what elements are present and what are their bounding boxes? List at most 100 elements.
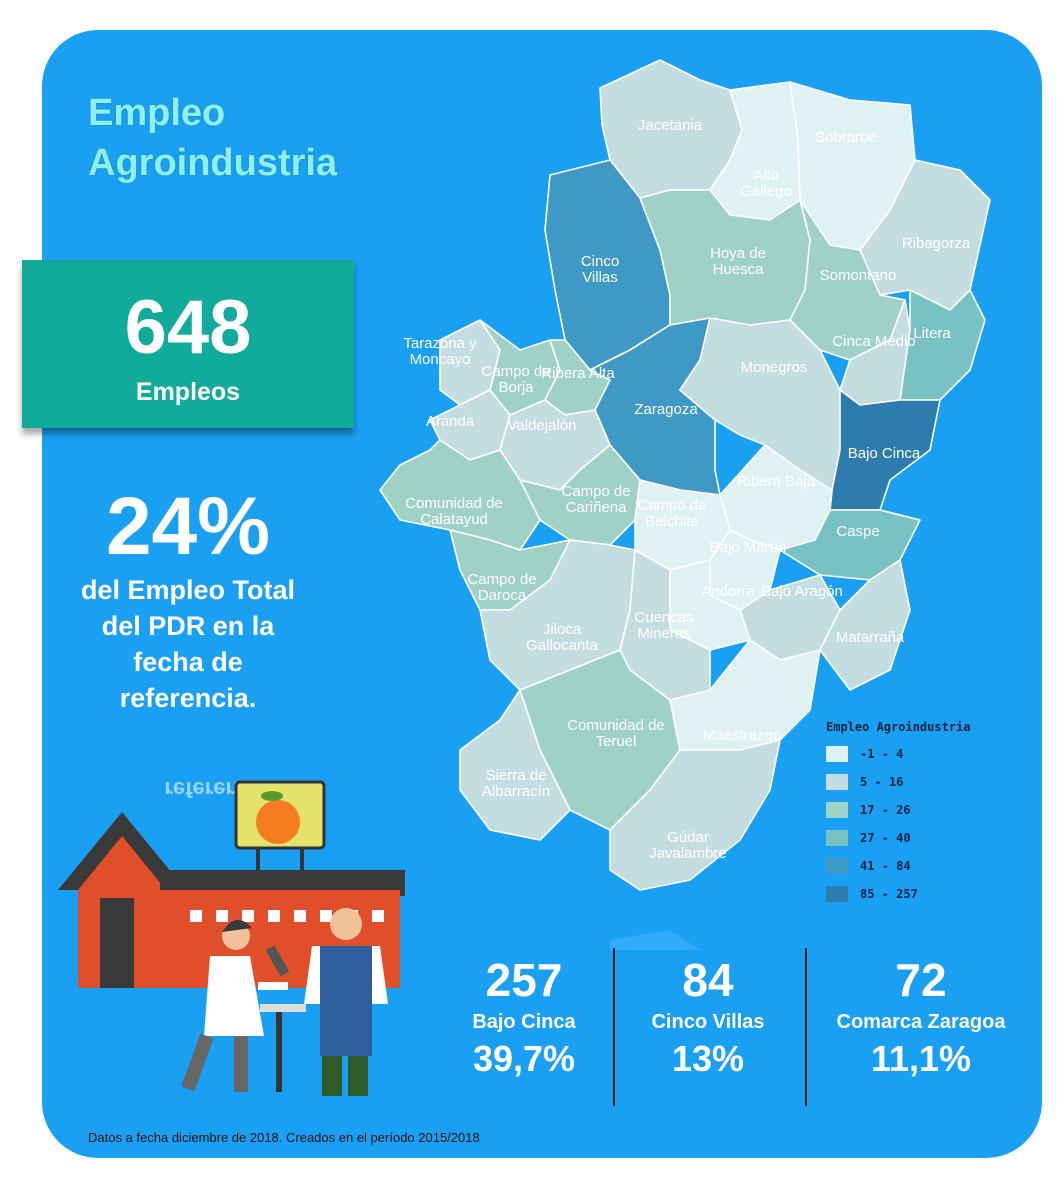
region-label: Cinco	[581, 253, 619, 270]
region-matarraña	[819, 559, 911, 691]
region-label: Villas	[582, 269, 618, 286]
stat-value: 257	[485, 954, 563, 1006]
region-label: Calatayud	[420, 511, 488, 528]
region-label: Ribera Alta	[541, 365, 615, 382]
region-label: Litera	[913, 325, 951, 342]
stat-place: Cinco Villas	[651, 1011, 765, 1033]
region-label: Huesca	[713, 261, 765, 278]
region-label: Campo de	[467, 571, 536, 588]
region-label: Campo de	[481, 363, 550, 380]
region-label: Gallocanta	[526, 637, 598, 654]
legend-swatch	[826, 774, 848, 790]
region-label: Matarraña	[836, 629, 905, 646]
region-label: Hoya de	[710, 245, 766, 262]
legend-title: Empleo Agroindustria	[826, 720, 971, 734]
stat-zaragoza: 72 Comarca Zaragoa 11,1%	[826, 952, 1016, 1082]
stat-percent: 39,7%	[472, 1038, 576, 1079]
stat-place: Bajo Cinca	[472, 1011, 576, 1033]
region-label: Campo de	[561, 483, 630, 500]
region-label: Campo de	[637, 497, 706, 514]
region-label: Mineras	[637, 625, 690, 642]
region-label: Teruel	[596, 733, 637, 750]
region-label: Sobrarbe	[815, 129, 877, 146]
region-label: Albarracín	[482, 783, 550, 800]
region-label: Jacetania	[638, 117, 703, 134]
legend-swatch	[826, 746, 848, 762]
region-label: Ribagorza	[902, 235, 971, 252]
region-label: Jiloca	[543, 621, 582, 638]
region-sierra-de-albarracín	[459, 689, 571, 841]
legend-swatch	[826, 830, 848, 846]
legend-item: 41 - 84	[826, 852, 971, 880]
legend-label: 17 - 26	[860, 803, 911, 817]
stat-value: 72	[895, 954, 947, 1006]
stat-bajo-cinca: 257 Bajo Cinca 39,7%	[434, 952, 614, 1082]
legend-label: -1 - 4	[860, 747, 904, 761]
region-label: Andorra	[701, 583, 755, 600]
microscope-icon	[265, 945, 290, 977]
region-label: Bajo Cinca	[848, 445, 921, 462]
farmer-figure	[304, 908, 388, 1096]
region-label: Moncayo	[410, 351, 471, 368]
legend-swatch	[826, 858, 848, 874]
region-label: Alto	[753, 167, 779, 184]
total-employment-box: 648 Empleos	[22, 260, 354, 428]
region-label: Cuencas	[634, 609, 693, 626]
region-label: Zaragoza	[634, 401, 698, 418]
legend-swatch	[826, 886, 848, 902]
stat-cinco-villas: 84 Cinco Villas 13%	[618, 952, 798, 1082]
legend-label: 27 - 40	[860, 831, 911, 845]
legend-item: -1 - 4	[826, 740, 971, 768]
total-value: 648	[124, 285, 252, 370]
share-value: 24%	[105, 481, 271, 572]
agroindustry-illustration: referencia.	[58, 777, 405, 1096]
stat-value: 84	[682, 954, 734, 1006]
divider	[805, 948, 807, 1106]
stat-percent: 13%	[671, 1038, 745, 1079]
region-label: Ribera Baja	[737, 473, 816, 490]
region-gúdar-javalambre	[609, 739, 781, 891]
title-line-1: Empleo	[88, 92, 226, 134]
legend-item: 85 - 257	[826, 880, 971, 908]
region-label: Cinca Medio	[832, 333, 915, 350]
legend-swatch	[826, 802, 848, 818]
total-label: Empleos	[135, 378, 241, 406]
region-label: Maestrazgo	[703, 727, 781, 744]
region-label: Belchite	[645, 513, 698, 530]
page-title: Empleo Agroindustria	[88, 88, 337, 188]
region-label: Bajo Martín	[710, 539, 787, 556]
orange-icon	[256, 800, 300, 844]
footer-note: Datos a fecha diciembre de 2018. Creados…	[88, 1130, 480, 1145]
scientist-figure	[181, 919, 306, 1092]
region-label: Monegros	[741, 359, 808, 376]
share-text-2: del PDR en la	[101, 611, 275, 641]
share-text-4: referencia.	[119, 683, 257, 713]
region-litera	[899, 289, 986, 401]
region-label: Comunidad de	[405, 495, 503, 512]
legend-item: 5 - 16	[826, 768, 971, 796]
region-label: Somontano	[820, 267, 897, 284]
factory-door	[100, 898, 134, 988]
share-text-3: fecha de	[133, 647, 243, 677]
region-label: Javalambre	[649, 845, 727, 862]
legend-label: 41 - 84	[860, 859, 911, 873]
legend-label: 5 - 16	[860, 775, 904, 789]
region-label: Caspe	[836, 523, 879, 540]
share-text-1: del Empleo Total	[80, 575, 296, 605]
region-label: Borja	[498, 379, 534, 396]
region-label: Bajo Aragón	[761, 583, 843, 600]
share-block: 24% del Empleo Total del PDR en la fecha…	[22, 482, 354, 716]
legend-item: 17 - 26	[826, 796, 971, 824]
divider	[613, 948, 615, 1106]
map-legend: Empleo Agroindustria -1 - 4 5 - 16 17 - 26…	[826, 720, 971, 908]
title-line-2: Agroindustria	[88, 142, 338, 184]
region-label: Tarazona y	[403, 335, 477, 352]
region-bajo-cinca	[829, 389, 941, 511]
region-label: Gúdar	[667, 829, 709, 846]
legend-label: 85 - 257	[860, 887, 918, 901]
region-label: Comunidad de	[567, 717, 665, 734]
region-label: Gallego	[740, 183, 792, 200]
region-label: Aranda	[426, 413, 475, 430]
region-label: Valdejalón	[508, 417, 577, 434]
